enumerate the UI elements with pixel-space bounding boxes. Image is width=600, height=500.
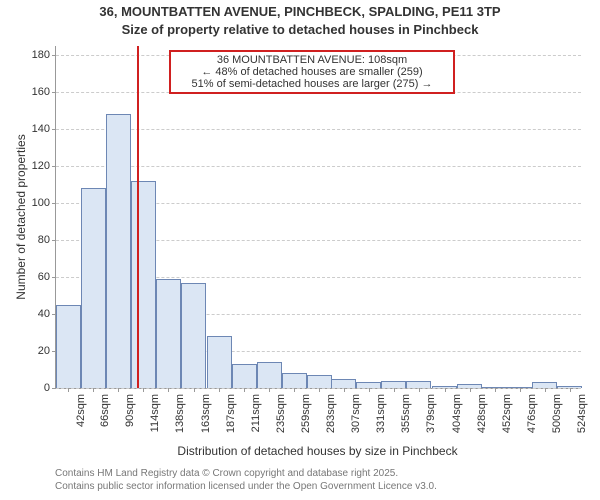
histogram-bar bbox=[406, 381, 431, 388]
xtick-mark bbox=[545, 388, 546, 392]
xtick-mark bbox=[168, 388, 169, 392]
xtick-label: 355sqm bbox=[400, 394, 412, 433]
histogram-bar bbox=[381, 381, 406, 388]
ytick-label: 140 bbox=[32, 123, 56, 135]
x-axis-label: Distribution of detached houses by size … bbox=[55, 444, 580, 458]
histogram-bar bbox=[81, 188, 106, 388]
histogram-bar bbox=[56, 305, 81, 388]
xtick-mark bbox=[495, 388, 496, 392]
ytick-label: 180 bbox=[32, 49, 56, 61]
xtick-label: 428sqm bbox=[476, 394, 488, 433]
xtick-mark bbox=[394, 388, 395, 392]
xtick-label: 42sqm bbox=[75, 394, 87, 427]
xtick-mark bbox=[93, 388, 94, 392]
xtick-mark bbox=[143, 388, 144, 392]
xtick-mark bbox=[294, 388, 295, 392]
xtick-mark bbox=[68, 388, 69, 392]
xtick-label: 138sqm bbox=[174, 394, 186, 433]
xtick-label: 163sqm bbox=[200, 394, 212, 433]
histogram-bar bbox=[232, 364, 257, 388]
xtick-label: 452sqm bbox=[501, 394, 513, 433]
histogram-bar bbox=[181, 283, 206, 388]
histogram-bar bbox=[207, 336, 232, 388]
histogram-bar bbox=[257, 362, 282, 388]
ytick-label: 100 bbox=[32, 197, 56, 209]
annotation-line2: ← 48% of detached houses are smaller (25… bbox=[177, 66, 447, 78]
chart-title-line1: 36, MOUNTBATTEN AVENUE, PINCHBECK, SPALD… bbox=[0, 4, 600, 19]
xtick-label: 66sqm bbox=[99, 394, 111, 427]
xtick-mark bbox=[369, 388, 370, 392]
xtick-mark bbox=[520, 388, 521, 392]
xtick-mark bbox=[219, 388, 220, 392]
annotation-line1: 36 MOUNTBATTEN AVENUE: 108sqm bbox=[177, 54, 447, 66]
xtick-label: 235sqm bbox=[275, 394, 287, 433]
xtick-mark bbox=[344, 388, 345, 392]
chart-title-line2: Size of property relative to detached ho… bbox=[0, 22, 600, 37]
xtick-label: 90sqm bbox=[124, 394, 136, 427]
histogram-bar bbox=[106, 114, 131, 388]
xtick-label: 379sqm bbox=[425, 394, 437, 433]
annotation-box: 36 MOUNTBATTEN AVENUE: 108sqm← 48% of de… bbox=[169, 50, 455, 94]
footer-line2: Contains public sector information licen… bbox=[55, 481, 437, 492]
footer-line1: Contains HM Land Registry data © Crown c… bbox=[55, 468, 398, 479]
xtick-mark bbox=[194, 388, 195, 392]
annotation-line3: 51% of semi-detached houses are larger (… bbox=[177, 78, 447, 90]
gridline-h bbox=[56, 166, 581, 167]
ytick-label: 160 bbox=[32, 86, 56, 98]
xtick-mark bbox=[319, 388, 320, 392]
xtick-mark bbox=[269, 388, 270, 392]
xtick-label: 331sqm bbox=[375, 394, 387, 433]
histogram-bar bbox=[331, 379, 356, 388]
xtick-label: 114sqm bbox=[149, 394, 161, 432]
xtick-label: 500sqm bbox=[551, 394, 563, 433]
xtick-mark bbox=[570, 388, 571, 392]
xtick-label: 211sqm bbox=[250, 394, 262, 432]
xtick-label: 307sqm bbox=[350, 394, 362, 433]
ytick-label: 20 bbox=[38, 345, 56, 357]
xtick-mark bbox=[118, 388, 119, 392]
xtick-label: 187sqm bbox=[225, 394, 237, 433]
ytick-label: 60 bbox=[38, 271, 56, 283]
ytick-label: 80 bbox=[38, 234, 56, 246]
xtick-mark bbox=[470, 388, 471, 392]
xtick-label: 259sqm bbox=[300, 394, 312, 433]
xtick-mark bbox=[445, 388, 446, 392]
xtick-label: 476sqm bbox=[526, 394, 538, 433]
histogram-bar bbox=[282, 373, 307, 388]
chart-root: 36, MOUNTBATTEN AVENUE, PINCHBECK, SPALD… bbox=[0, 0, 600, 500]
xtick-label: 404sqm bbox=[451, 394, 463, 433]
histogram-bar bbox=[307, 375, 332, 388]
gridline-h bbox=[56, 129, 581, 130]
xtick-label: 283sqm bbox=[325, 394, 337, 433]
reference-line bbox=[137, 46, 139, 388]
xtick-mark bbox=[419, 388, 420, 392]
xtick-label: 524sqm bbox=[576, 394, 588, 433]
ytick-label: 40 bbox=[38, 308, 56, 320]
histogram-bar bbox=[131, 181, 156, 388]
histogram-bar bbox=[156, 279, 181, 388]
y-axis-label: Number of detached properties bbox=[14, 46, 28, 388]
ytick-label: 120 bbox=[32, 160, 56, 172]
plot-area: 02040608010012014016018042sqm66sqm90sqm1… bbox=[55, 46, 581, 389]
ytick-label: 0 bbox=[44, 382, 56, 394]
xtick-mark bbox=[244, 388, 245, 392]
